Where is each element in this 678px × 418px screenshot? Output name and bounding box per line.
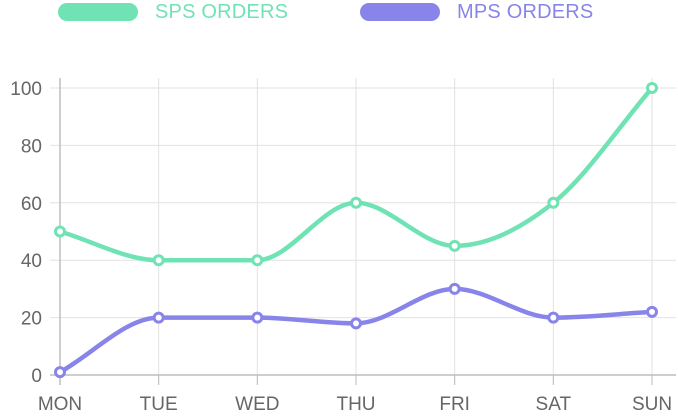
y-tick-label: 0 <box>31 366 42 387</box>
x-tick-label-fri: FRI <box>439 394 470 415</box>
data-point-sps-orders-sat[interactable] <box>547 196 560 209</box>
data-point-sps-orders-fri[interactable] <box>448 239 461 252</box>
data-point-sps-orders-wed[interactable] <box>251 254 264 267</box>
y-tick-label: 40 <box>21 251 42 272</box>
data-point-sps-orders-mon[interactable] <box>54 225 66 238</box>
y-tick-label: 80 <box>21 136 42 157</box>
legend-swatch-sps-orders <box>58 3 138 21</box>
x-tick-label-mon: MON <box>38 394 82 415</box>
data-point-mps-orders-thu[interactable] <box>350 317 362 330</box>
data-point-mps-orders-fri[interactable] <box>448 282 461 295</box>
data-point-mps-orders-wed[interactable] <box>251 311 264 324</box>
data-point-sps-orders-thu[interactable] <box>350 196 362 209</box>
data-point-sps-orders-sun[interactable] <box>646 82 658 94</box>
legend-item-mps-orders[interactable]: MPS ORDERS <box>360 0 593 24</box>
data-point-mps-orders-tue[interactable] <box>152 311 165 324</box>
data-point-mps-orders-mon[interactable] <box>54 366 66 379</box>
legend-item-sps-orders[interactable]: SPS ORDERS <box>58 0 288 24</box>
data-point-mps-orders-sun[interactable] <box>646 305 658 318</box>
legend-label-mps-orders: MPS ORDERS <box>457 1 594 23</box>
data-point-sps-orders-tue[interactable] <box>152 254 165 267</box>
y-tick-label: 100 <box>10 79 42 100</box>
y-tick-label: 20 <box>21 309 42 330</box>
x-tick-label-wed: WED <box>235 394 279 415</box>
x-tick-label-sun: SUN <box>632 394 672 415</box>
chart-legend: SPS ORDERS MPS ORDERS <box>0 0 678 30</box>
chart-grid <box>50 78 676 385</box>
y-axis-tick-labels: 0 20 40 60 80 100 <box>10 79 42 387</box>
chart-series <box>54 82 658 379</box>
x-tick-label-tue: TUE <box>140 394 178 415</box>
data-point-mps-orders-sat[interactable] <box>547 311 560 324</box>
series-sps-orders <box>54 82 658 267</box>
legend-label-sps-orders: SPS ORDERS <box>155 1 289 23</box>
x-axis-tick-labels: MON TUE WED THU FRI SAT SUN <box>38 394 672 415</box>
y-tick-label: 60 <box>21 194 42 215</box>
chart-axes <box>50 78 676 385</box>
legend-swatch-mps-orders <box>360 3 440 21</box>
x-tick-label-sat: SAT <box>536 394 572 415</box>
x-tick-label-thu: THU <box>336 394 375 415</box>
series-mps-orders <box>54 282 658 379</box>
